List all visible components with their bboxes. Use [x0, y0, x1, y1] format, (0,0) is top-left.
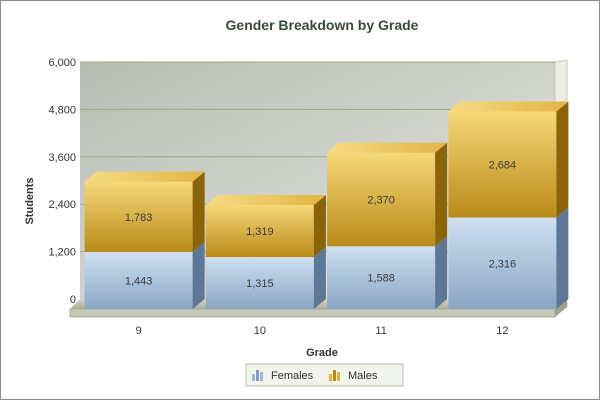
x-axis-ticks: 9 10 11 12 [136, 325, 509, 337]
x-tick-label: 9 [136, 325, 142, 337]
y-axis-ticks: 0 1,200 2,400 3,600 4,800 6,000 [48, 57, 76, 306]
bar-front [84, 181, 193, 253]
y-tick-label: 6,000 [48, 57, 76, 69]
bar-side [192, 242, 205, 309]
bar-top [327, 142, 448, 153]
data-label: 2,316 [489, 258, 517, 270]
bars: 1,443 1,783 1,315 1,319 1,588 2,370 2,316 2,684 [84, 101, 569, 309]
legend-box [245, 363, 404, 387]
data-label: 1,443 [125, 276, 153, 288]
bar-top [84, 171, 205, 182]
data-label: 1,315 [246, 278, 274, 290]
data-label: 1,319 [246, 226, 274, 238]
floor-front [69, 308, 556, 318]
data-label: 2,370 [367, 194, 395, 206]
bar-front [205, 204, 314, 258]
bar-front [84, 252, 193, 309]
y-axis-title: Students [24, 177, 36, 224]
bar-segment-males-12: 2,684 [448, 101, 569, 218]
bar-front [205, 257, 314, 309]
bar-front [327, 246, 436, 309]
bar-side [313, 194, 326, 258]
x-axis-title: Grade [306, 347, 338, 359]
x-tick-label: 11 [375, 325, 386, 337]
y-tick-label: 2,400 [48, 199, 76, 211]
bar-segment-males-9: 1,783 [84, 171, 205, 253]
y-tick-label: 3,600 [48, 152, 76, 164]
bar-side [192, 171, 205, 253]
legend: Females Males [245, 363, 404, 387]
bar-front [327, 152, 436, 247]
legend-label-males: Males [348, 370, 378, 382]
bar-front [448, 217, 557, 309]
chart-title: Gender Breakdown by Grade [226, 17, 419, 33]
floor-side [555, 299, 567, 317]
bar-side [313, 247, 326, 309]
bar-chart-icon [329, 370, 340, 381]
x-tick-label: 10 [254, 325, 266, 337]
bar-side [556, 101, 569, 218]
data-label: 1,588 [367, 273, 395, 285]
y-tick-label: 1,200 [48, 247, 76, 259]
bar-segment-males-10: 1,319 [205, 194, 326, 258]
x-tick-label: 12 [496, 325, 508, 337]
y-tick-label: 0 [70, 294, 76, 306]
data-label: 1,783 [125, 212, 153, 224]
bar-segment-females-9: 1,443 [84, 242, 205, 309]
data-label: 2,684 [489, 160, 517, 172]
bar-side [435, 236, 448, 309]
bar-side [556, 207, 569, 309]
bar-segment-females-11: 1,588 [327, 236, 448, 309]
bar-segment-females-10: 1,315 [205, 247, 326, 309]
bar-side [435, 142, 448, 247]
y-tick-label: 4,800 [48, 104, 76, 116]
bar-front [448, 111, 557, 218]
bar-segment-females-12: 2,316 [448, 207, 569, 309]
bar-chart-icon [252, 370, 263, 381]
legend-label-females: Females [271, 370, 314, 382]
bar-top [448, 101, 569, 112]
bar-top [205, 194, 326, 205]
bar-segment-males-11: 2,370 [327, 142, 448, 247]
